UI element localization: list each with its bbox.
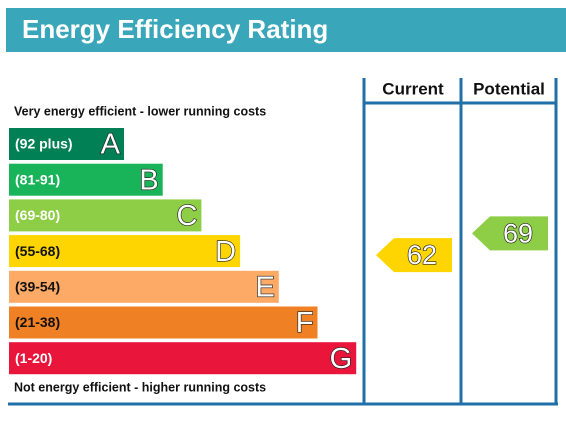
- band-range: (21-38): [15, 314, 60, 330]
- top-note: Very energy efficient - lower running co…: [14, 104, 266, 118]
- band-range: (69-80): [15, 207, 60, 223]
- band-bar: [9, 128, 124, 160]
- column-header: Current: [382, 79, 444, 98]
- band-bar: [9, 163, 163, 196]
- band-letter: B: [139, 164, 158, 196]
- band-letter: D: [215, 236, 236, 268]
- band-bar: [9, 342, 357, 375]
- band-bar: [9, 235, 241, 268]
- rating-arrow: [376, 238, 452, 273]
- band-range: (81-91): [15, 171, 60, 187]
- band-bar: [9, 306, 318, 339]
- band-range: (92 plus): [15, 136, 73, 152]
- band-bar: [9, 270, 279, 303]
- rating-value: 69: [503, 219, 533, 249]
- band-letter: E: [255, 271, 274, 303]
- band-letter: F: [296, 307, 314, 339]
- band-letter: G: [330, 343, 353, 375]
- band-range: (39-54): [15, 279, 60, 295]
- rating-arrow: [472, 216, 548, 251]
- bottom-note: Not energy efficient - higher running co…: [14, 380, 266, 394]
- title: Energy Efficiency Rating: [22, 14, 328, 44]
- band-range: (55-68): [15, 243, 60, 259]
- band-bar: [9, 199, 202, 232]
- band-letter: C: [176, 200, 197, 232]
- band-letter: A: [101, 129, 121, 161]
- rating-value: 62: [407, 240, 437, 270]
- band-range: (1-20): [15, 350, 52, 366]
- column-header: Potential: [473, 79, 545, 98]
- title-bar: [6, 8, 566, 52]
